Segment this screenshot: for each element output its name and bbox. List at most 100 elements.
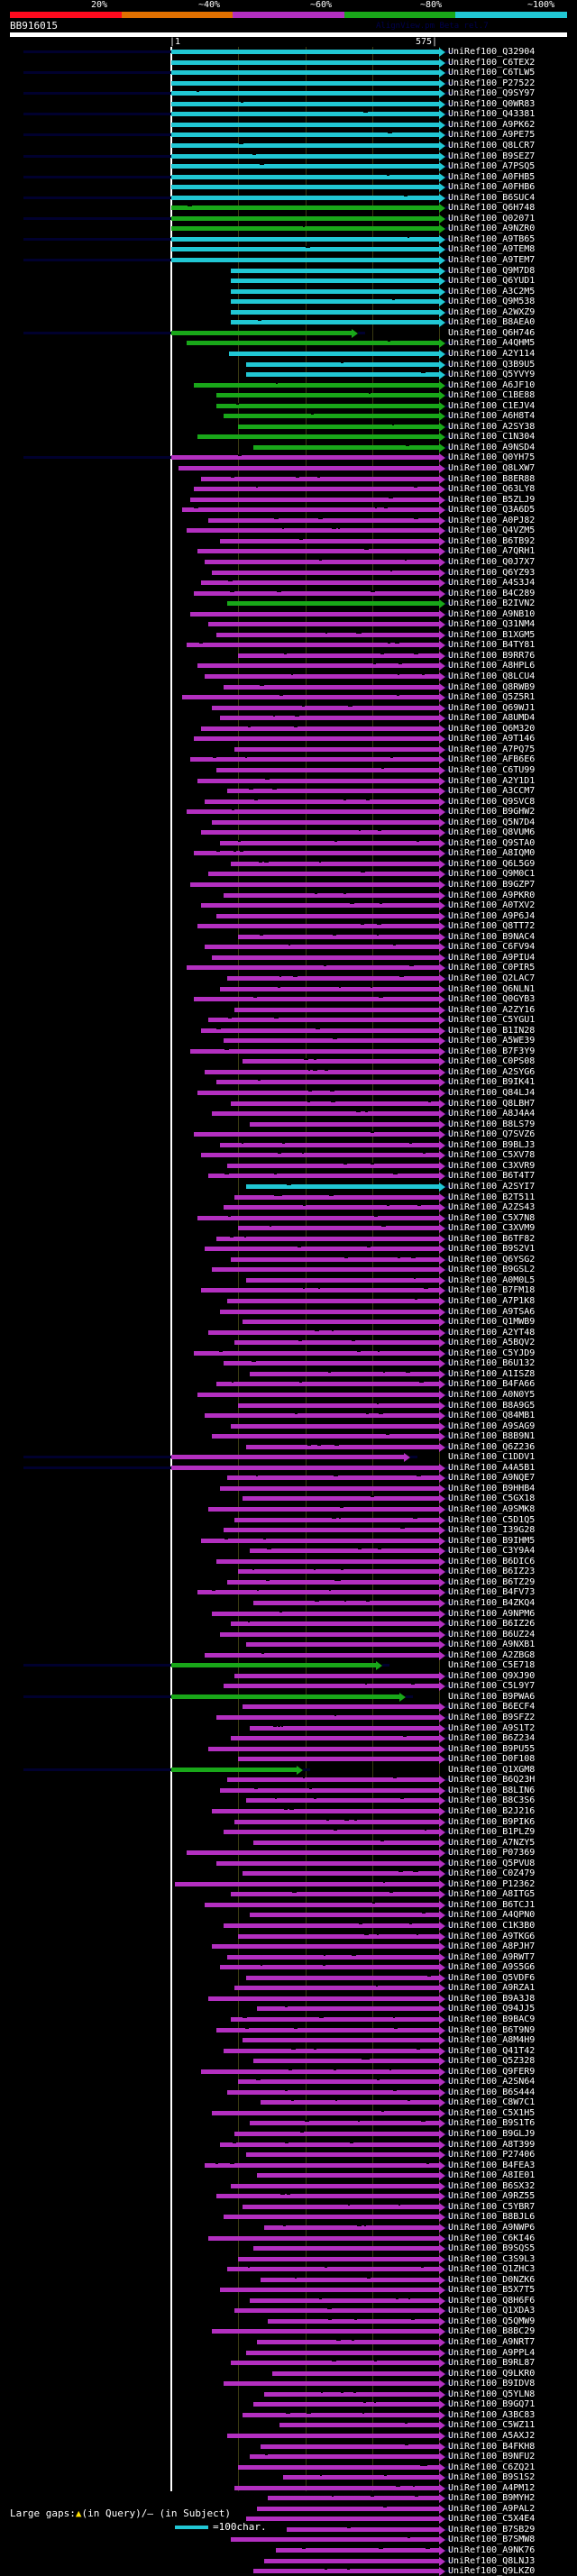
- hit-accession-label[interactable]: UniRef100_Q8LBH7: [448, 1098, 536, 1109]
- hit-accession-label[interactable]: UniRef100_A9T146: [448, 734, 536, 744]
- hit-alignment-bar[interactable]: [234, 1340, 439, 1346]
- hit-alignment-bar[interactable]: [212, 705, 439, 710]
- hit-accession-label[interactable]: UniRef100_B9NAC4: [448, 931, 536, 942]
- alignment-hit-row[interactable]: UniRef100_A8PJH7: [0, 1941, 577, 1952]
- hit-alignment-bar[interactable]: [242, 1496, 439, 1502]
- hit-alignment-bar[interactable]: [238, 1933, 439, 1939]
- hit-accession-label[interactable]: UniRef100_Q31NM4: [448, 619, 536, 630]
- hit-alignment-bar[interactable]: [245, 1642, 439, 1648]
- hit-accession-label[interactable]: UniRef100_Q02071: [448, 213, 536, 224]
- hit-alignment-bar[interactable]: [242, 1871, 439, 1877]
- alignment-hit-row[interactable]: UniRef100_B6U132: [0, 1358, 577, 1369]
- hit-alignment-bar[interactable]: [212, 1111, 439, 1117]
- hit-alignment-bar[interactable]: [186, 643, 439, 648]
- alignment-hit-row[interactable]: UniRef100_B8AEA0: [0, 317, 577, 328]
- alignment-hit-row[interactable]: UniRef100_A8J4A4: [0, 1109, 577, 1119]
- alignment-hit-row[interactable]: UniRef100_B9PIK6: [0, 1817, 577, 1827]
- hit-accession-label[interactable]: UniRef100_A2YT48: [448, 1327, 536, 1338]
- alignment-hit-row[interactable]: UniRef100_C6TEX2: [0, 58, 577, 68]
- alignment-hit-row[interactable]: UniRef100_Q4VZM5: [0, 525, 577, 536]
- hit-accession-label[interactable]: UniRef100_Q5Z328: [448, 2056, 536, 2067]
- hit-alignment-bar[interactable]: [193, 487, 439, 492]
- hit-accession-label[interactable]: UniRef100_B6Z234: [448, 1733, 536, 1744]
- hit-alignment-bar[interactable]: [208, 872, 439, 877]
- hit-accession-label[interactable]: UniRef100_B9HHB4: [448, 1483, 536, 1494]
- hit-alignment-bar[interactable]: [171, 174, 439, 179]
- hit-alignment-bar[interactable]: [186, 1850, 439, 1856]
- hit-alignment-bar[interactable]: [282, 2475, 439, 2480]
- hit-alignment-bar[interactable]: [223, 684, 439, 690]
- hit-alignment-bar[interactable]: [201, 476, 439, 481]
- hit-accession-label[interactable]: UniRef100_B9RL87: [448, 2358, 536, 2369]
- hit-accession-label[interactable]: UniRef100_A6H8T4: [448, 411, 536, 422]
- hit-alignment-bar[interactable]: [215, 1715, 439, 1720]
- alignment-hit-row[interactable]: UniRef100_B9HHB4: [0, 1484, 577, 1494]
- alignment-hit-row[interactable]: UniRef100_C6KI46: [0, 2233, 577, 2243]
- hit-accession-label[interactable]: UniRef100_B1PLZ9: [448, 1827, 536, 1838]
- hit-accession-label[interactable]: UniRef100_Q0YH75: [448, 452, 536, 463]
- hit-alignment-bar[interactable]: [226, 2433, 439, 2438]
- hit-accession-label[interactable]: UniRef100_B6ECF4: [448, 1702, 536, 1713]
- alignment-hit-row[interactable]: UniRef100_Q9LKZ0: [0, 2566, 577, 2576]
- hit-accession-label[interactable]: UniRef100_A7NZY5: [448, 1837, 536, 1848]
- hit-alignment-bar[interactable]: [231, 320, 439, 325]
- hit-alignment-bar[interactable]: [208, 1507, 439, 1512]
- hit-accession-label[interactable]: UniRef100_B8LIN6: [448, 1785, 536, 1795]
- alignment-hit-row[interactable]: UniRef100_C5XV78: [0, 1150, 577, 1161]
- hit-alignment-bar[interactable]: [171, 330, 353, 335]
- alignment-hit-row[interactable]: UniRef100_B1XGM5: [0, 630, 577, 640]
- hit-accession-label[interactable]: UniRef100_A9PAL2: [448, 2503, 536, 2514]
- alignment-hit-row[interactable]: UniRef100_Q1XDA3: [0, 2306, 577, 2316]
- alignment-hit-row[interactable]: UniRef100_C0PIR5: [0, 963, 577, 973]
- alignment-hit-row[interactable]: UniRef100_Q8H6F6: [0, 2296, 577, 2306]
- hit-alignment-bar[interactable]: [197, 434, 439, 440]
- hit-accession-label[interactable]: UniRef100_Q5N7D4: [448, 817, 536, 827]
- hit-alignment-bar[interactable]: [189, 1048, 439, 1054]
- alignment-hit-row[interactable]: UniRef100_B6IZ23: [0, 1567, 577, 1577]
- alignment-hit-row[interactable]: UniRef100_B9S2V1: [0, 1244, 577, 1255]
- alignment-hit-row[interactable]: UniRef100_P12362: [0, 1879, 577, 1889]
- hit-accession-label[interactable]: UniRef100_B4FKH8: [448, 2441, 536, 2452]
- hit-accession-label[interactable]: UniRef100_AFB6E6: [448, 754, 536, 765]
- hit-accession-label[interactable]: UniRef100_C5YBR7: [448, 2201, 536, 2212]
- hit-alignment-bar[interactable]: [215, 1080, 439, 1085]
- hit-alignment-bar[interactable]: [219, 1631, 439, 1637]
- alignment-hit-row[interactable]: UniRef100_A9TEM8: [0, 244, 577, 255]
- hit-accession-label[interactable]: UniRef100_B6TB92: [448, 535, 536, 546]
- hit-alignment-bar[interactable]: [226, 1777, 439, 1783]
- alignment-hit-row[interactable]: UniRef100_A9TSA6: [0, 1307, 577, 1317]
- hit-alignment-bar[interactable]: [212, 819, 439, 825]
- alignment-hit-row[interactable]: UniRef100_A9P6J4: [0, 911, 577, 921]
- alignment-hit-row[interactable]: UniRef100_B8ER88: [0, 474, 577, 484]
- hit-accession-label[interactable]: UniRef100_Q6H748: [448, 203, 536, 214]
- alignment-hit-row[interactable]: UniRef100_Q8LCU4: [0, 671, 577, 681]
- alignment-hit-row[interactable]: UniRef100_C6ZQ21: [0, 2462, 577, 2472]
- alignment-hit-row[interactable]: UniRef100_A2ZS43: [0, 1202, 577, 1213]
- hit-alignment-bar[interactable]: [234, 2485, 439, 2490]
- hit-alignment-bar[interactable]: [249, 2297, 439, 2303]
- hit-accession-label[interactable]: UniRef100_B9PIK6: [448, 1816, 536, 1827]
- hit-alignment-bar[interactable]: [223, 1205, 439, 1210]
- alignment-hit-row[interactable]: UniRef100_A9PK62: [0, 120, 577, 130]
- hit-accession-label[interactable]: UniRef100_P27406: [448, 2150, 536, 2160]
- alignment-hit-row[interactable]: UniRef100_A7PQ75: [0, 744, 577, 754]
- alignment-hit-row[interactable]: UniRef100_C1BE88: [0, 390, 577, 401]
- alignment-hit-row[interactable]: UniRef100_Q5QMW9: [0, 2316, 577, 2326]
- hit-accession-label[interactable]: UniRef100_A0PJ82: [448, 515, 536, 525]
- hit-alignment-bar[interactable]: [268, 2496, 439, 2501]
- hit-alignment-bar[interactable]: [231, 1256, 439, 1262]
- hit-alignment-bar[interactable]: [252, 2059, 439, 2064]
- alignment-hit-row[interactable]: UniRef100_B4ZKQ4: [0, 1598, 577, 1608]
- hit-alignment-bar[interactable]: [226, 1299, 439, 1303]
- hit-accession-label[interactable]: UniRef100_Q9LKZ0: [448, 2566, 536, 2576]
- hit-accession-label[interactable]: UniRef100_B4C289: [448, 588, 536, 598]
- hit-accession-label[interactable]: UniRef100_D0NZK6: [448, 2274, 536, 2285]
- hit-alignment-bar[interactable]: [197, 1091, 439, 1095]
- hit-alignment-bar[interactable]: [257, 2340, 439, 2344]
- hit-alignment-bar[interactable]: [171, 195, 439, 200]
- hit-accession-label[interactable]: UniRef100_A5WE39: [448, 1036, 536, 1046]
- hit-accession-label[interactable]: UniRef100_Q6YUD1: [448, 276, 536, 287]
- hit-alignment-bar[interactable]: [208, 1746, 439, 1751]
- hit-accession-label[interactable]: UniRef100_Q8LNJ3: [448, 2555, 536, 2566]
- alignment-hit-row[interactable]: UniRef100_B9SQS5: [0, 2243, 577, 2254]
